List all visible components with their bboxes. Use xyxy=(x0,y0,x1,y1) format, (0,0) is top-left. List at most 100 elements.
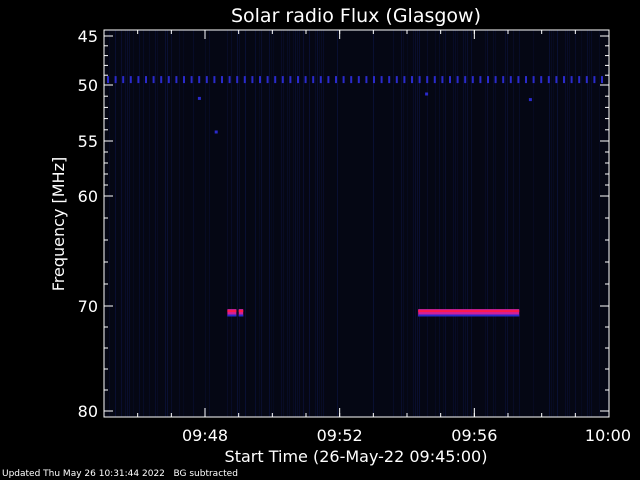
chart-title: Solar radio Flux (Glasgow) xyxy=(231,5,481,27)
noise-stripe xyxy=(299,30,300,417)
burst-highlight xyxy=(238,310,244,313)
y-tick: 70 xyxy=(78,297,609,316)
noise-stripe xyxy=(271,30,272,417)
noise-stripe xyxy=(245,30,246,417)
interference-band-dot xyxy=(373,76,375,84)
y-tick-label: 45 xyxy=(78,27,98,46)
noise-stripe xyxy=(599,30,600,417)
noise-stripe xyxy=(193,30,194,417)
spectral-dot xyxy=(425,92,429,96)
interference-band-dot xyxy=(517,76,520,84)
dots-layer xyxy=(197,92,532,134)
interference-band-dot xyxy=(152,76,155,84)
interference-band-dot xyxy=(487,76,489,84)
burst-body xyxy=(418,309,520,317)
noise-stripe xyxy=(303,30,304,417)
interference-band-dot xyxy=(555,76,558,84)
burst xyxy=(418,309,520,317)
noise-stripe xyxy=(139,30,140,417)
burst-underline xyxy=(238,314,244,317)
interference-band-dot xyxy=(441,76,444,84)
interference-band-dot xyxy=(365,76,368,84)
interference-band-dot xyxy=(107,76,109,84)
footer-updated: Updated Thu May 26 10:31:44 2022 xyxy=(2,469,165,479)
interference-band-dot xyxy=(281,76,284,84)
noise-stripe xyxy=(401,30,402,417)
noise-stripe xyxy=(309,30,310,417)
y-axis-label: Frequency [MHz] xyxy=(49,157,68,291)
y-tick: 45 xyxy=(78,27,609,46)
interference-band-dot xyxy=(593,76,596,84)
y-tick: 80 xyxy=(78,402,609,421)
interference-band-dot xyxy=(403,76,406,84)
interference-band-dot xyxy=(570,76,573,84)
spectral-dot xyxy=(214,130,218,134)
noise-stripe xyxy=(323,30,324,417)
interference-band-dot xyxy=(213,76,216,84)
x-tick: 10:00 xyxy=(585,30,631,445)
noise-stripe xyxy=(283,30,284,417)
noise-stripe xyxy=(457,30,458,417)
noise-stripe xyxy=(587,30,588,417)
interference-band-dot xyxy=(502,76,505,84)
interference-band-dot xyxy=(585,76,588,84)
noise-stripe xyxy=(337,30,338,417)
noise-stripe xyxy=(149,30,150,417)
noise-stripe xyxy=(289,30,290,417)
spectral-dot xyxy=(197,96,201,100)
noise-stripe xyxy=(259,30,260,417)
interference-band-dot xyxy=(145,76,147,84)
interference-band-dot xyxy=(175,76,178,84)
interference-band-dot xyxy=(137,76,140,84)
interference-band-dot xyxy=(342,76,345,84)
noise-stripe xyxy=(493,30,494,417)
y-tick-label: 80 xyxy=(78,402,98,421)
noise-stripe xyxy=(315,30,316,417)
noise-stripe xyxy=(567,30,568,417)
footer-status: Updated Thu May 26 10:31:44 2022 BG subt… xyxy=(2,469,238,479)
noise-stripe xyxy=(445,30,446,417)
interference-band-dot xyxy=(243,76,246,84)
noise-stripe xyxy=(133,30,134,417)
noise-stripe xyxy=(165,30,166,417)
noise-stripe xyxy=(403,30,404,417)
noise-stripe xyxy=(127,30,128,417)
noise-stripe xyxy=(231,30,232,417)
noise-stripe xyxy=(317,30,318,417)
noise-stripe xyxy=(487,30,488,417)
interference-band-dot xyxy=(312,76,315,84)
interference-band-dot xyxy=(190,76,193,84)
noise-stripe xyxy=(417,30,418,417)
noise-stripe xyxy=(419,30,420,417)
noise-stripe xyxy=(167,30,168,417)
interference-band-dot xyxy=(335,76,337,84)
noise-stripe xyxy=(467,30,468,417)
noise-stripe xyxy=(471,30,472,417)
interference-band-dot xyxy=(236,76,239,84)
noise-stripe xyxy=(205,30,206,417)
interference-band-dot xyxy=(350,76,353,84)
interference-band-dot xyxy=(160,76,163,84)
noise-stripe xyxy=(209,30,210,417)
noise-stripe xyxy=(549,30,550,417)
noise-stripe xyxy=(373,30,374,417)
noise-stripe xyxy=(157,30,158,417)
noise-stripe xyxy=(485,30,486,417)
interference-band-dot xyxy=(471,76,474,84)
burst-underline xyxy=(418,314,520,317)
interference-band-dot xyxy=(304,76,307,84)
y-tick-label: 70 xyxy=(78,297,98,316)
burst-underline xyxy=(227,314,237,317)
noise-stripe xyxy=(171,30,172,417)
interference-band xyxy=(107,76,603,84)
noise-stripe xyxy=(435,30,436,417)
interference-band-dot xyxy=(198,76,201,84)
interference-band-dot xyxy=(327,76,330,84)
burst xyxy=(227,309,237,317)
noise-stripe xyxy=(415,30,416,417)
noise-stripe xyxy=(143,30,144,417)
interference-band-dot xyxy=(167,76,170,84)
interference-band-dot xyxy=(532,76,535,84)
noise-stripe xyxy=(125,30,126,417)
